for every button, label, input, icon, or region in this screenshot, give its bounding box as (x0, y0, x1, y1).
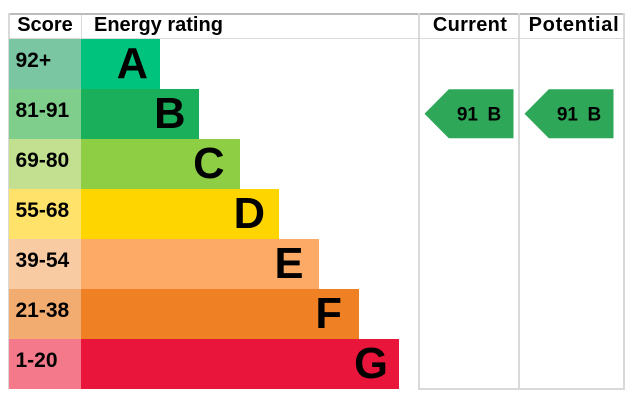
svg-text:91 B: 91 B (557, 105, 601, 126)
svg-text:91 B: 91 B (457, 105, 501, 126)
